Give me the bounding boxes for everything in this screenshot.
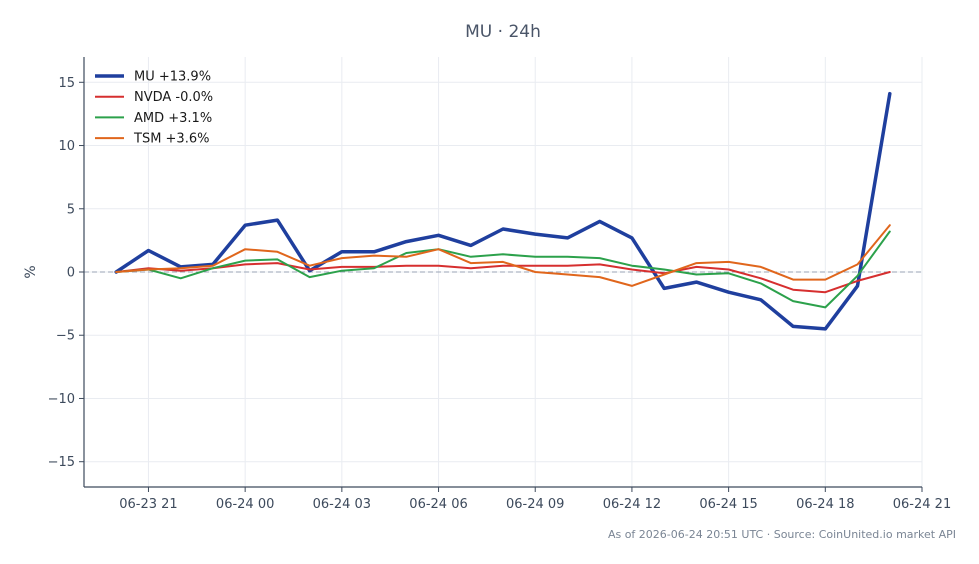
legend: MU +13.9% NVDA -0.0% AMD +3.1% TSM +3.6% [95,70,213,147]
y-tick-label: −5 [56,329,75,344]
x-tick-label: 06-24 00 [216,497,274,512]
x-tick-label: 06-24 15 [699,497,757,512]
x-tick-label: 06-24 18 [796,497,854,512]
x-tick-label: 06-24 21 [893,497,951,512]
x-tick-label: 06-24 03 [313,497,371,512]
y-axis-ticks: 15 10 5 0 −5 −10 −15 [48,76,84,470]
legend-label: TSM +3.6% [133,132,209,147]
chart-title: MU · 24h [465,22,541,42]
y-tick-label: −15 [48,455,75,470]
y-tick-label: −10 [48,392,75,407]
x-axis-ticks: 06-23 21 06-24 00 06-24 03 06-24 06 06-24 09… [119,487,951,512]
footer-source-note: As of 2026-06-24 20:51 UTC · Source: Coi… [608,528,956,541]
series-lines [114,91,892,331]
series-line-amd [115,230,891,309]
x-tick-label: 06-24 12 [603,497,661,512]
series-line-mu [114,91,892,331]
series-line-nvda [115,262,891,294]
series-line-tsm [115,224,891,287]
legend-label: NVDA -0.0% [134,90,213,105]
legend-label: AMD +3.1% [134,111,212,126]
x-tick-label: 06-24 06 [409,497,467,512]
y-tick-label: 10 [58,139,75,154]
x-tick-label: 06-23 21 [119,497,177,512]
x-tick-label: 06-24 09 [506,497,564,512]
y-tick-label: 5 [67,202,75,217]
y-tick-label: 0 [67,266,75,281]
legend-label: MU +13.9% [134,70,211,85]
y-axis-label: % [23,265,39,278]
y-tick-label: 15 [58,76,75,91]
